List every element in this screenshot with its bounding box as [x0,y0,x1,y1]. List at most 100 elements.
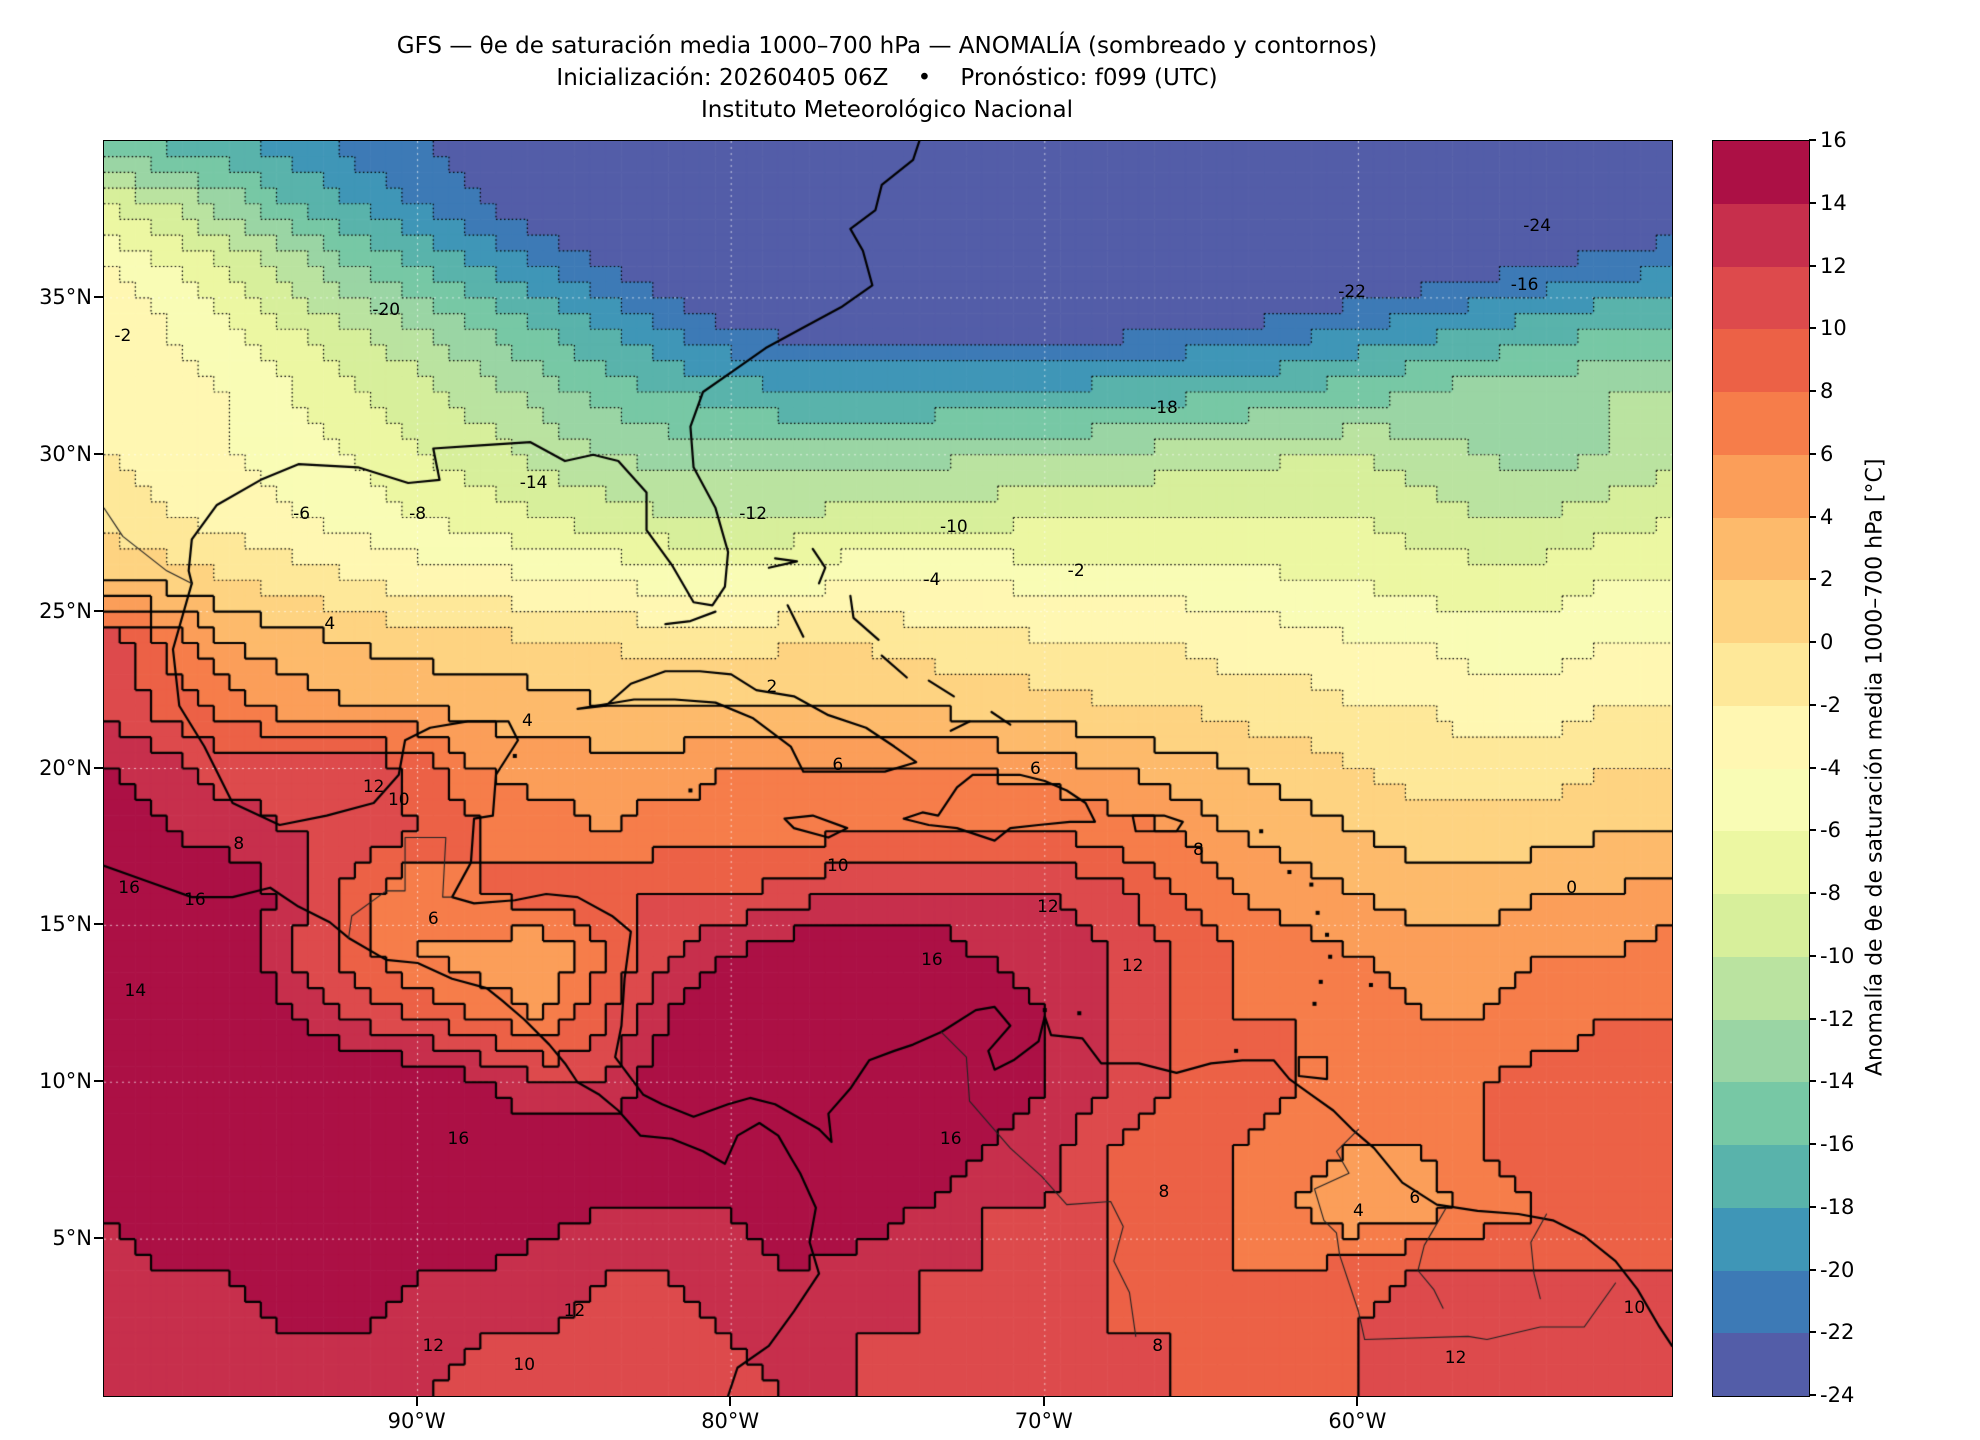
colorbar-tick-label: -8 [1820,881,1841,905]
colorbar-tick-mark [1809,1017,1816,1020]
colorbar-segment [1713,1082,1809,1145]
contour-label: -6 [293,504,311,525]
colorbar-segment [1713,768,1809,832]
colorbar-tick-mark [1809,1205,1816,1208]
contour-label: -20 [372,300,401,321]
chart-title: GFS — θe de saturación media 1000–700 hP… [396,33,1378,59]
chart-subtitle: Inicialización: 20260405 06Z • Pronóstic… [556,65,1218,91]
colorbar-segment [1713,454,1809,518]
contour-label: 6 [1029,758,1041,779]
lat-tick-label: 35°N [39,284,92,309]
contour-label: 8 [233,833,245,854]
colorbar-tick-mark [1809,578,1816,581]
colorbar-tick-mark [1809,892,1816,894]
colorbar-tick-mark [1809,201,1816,204]
lat-tick-label: 5°N [52,1226,92,1251]
map-plot-area: -24 -22 -20 -16 -18 -14 -12 -10 -8 -6 -4 -2 -2 0 2 4 4 6 6… [103,140,1673,1397]
colorbar-segment [1713,517,1809,581]
colorbar-tick-label: -10 [1820,943,1855,968]
contour-label: 6 [1409,1188,1421,1209]
colorbar-segment [1713,705,1809,769]
colorbar-tick-mark [1809,515,1816,518]
lat-tick-label: 20°N [39,755,92,780]
colorbar-tick-label: -16 [1820,1132,1855,1156]
lat-tick-mark [94,295,103,298]
colorbar-segment [1713,1145,1809,1208]
contour-label: 12 [1121,956,1144,977]
lat-tick-label: 10°N [39,1069,92,1094]
contour-label: 8 [1158,1182,1170,1203]
colorbar-tick-label: -12 [1820,1006,1855,1031]
colorbar-segment [1713,831,1809,894]
title-block: GFS — θe de saturación media 1000–700 hP… [103,30,1671,126]
contour-label: -24 [1523,215,1552,236]
colorbar-tick-label: 2 [1820,567,1834,592]
lat-tick-mark [94,1237,103,1240]
contour-label: -8 [409,504,427,525]
colorbar-tick-label: 4 [1820,504,1834,529]
colorbar-tick-mark [1809,641,1816,643]
contour-label: 16 [447,1128,470,1149]
contour-label: 14 [124,981,147,1002]
colorbar-tick-label: 0 [1820,630,1834,654]
lat-tick-mark [94,609,103,612]
colorbar-tick-label: -4 [1820,755,1841,780]
colorbar-segment [1713,329,1809,392]
lat-tick-mark [94,452,103,455]
contour-label: 10 [387,789,410,810]
contour-label: 8 [1193,840,1204,861]
contour-label: 16 [921,949,943,970]
colorbar-tick-mark [1809,1331,1816,1334]
anomaly-map-canvas [104,141,1672,1396]
contour-label: 12 [1037,896,1059,917]
colorbar-segment [1713,266,1809,330]
colorbar-tick-label: -24 [1820,1383,1855,1407]
colorbar-tick-mark [1809,829,1816,832]
colorbar-tick-label: -2 [1820,692,1841,717]
colorbar [1712,140,1810,1397]
contour-label: 16 [184,890,206,911]
colorbar-tick-mark [1809,390,1816,392]
contour-label: -14 [519,472,548,493]
lon-tick-label: 60°W [1328,1409,1387,1433]
colorbar-tick-mark [1809,766,1816,769]
colorbar-tick-label: 10 [1820,316,1847,341]
colorbar-tick-mark [1809,1080,1816,1083]
colorbar-tick-mark [1809,1268,1816,1271]
contour-label: 10 [826,855,849,876]
contour-label: 2 [766,676,778,697]
contour-label: 12 [362,777,385,798]
contour-label: 6 [832,755,844,776]
colorbar-segment [1713,1019,1809,1083]
lat-tick-mark [94,1080,103,1083]
lon-tick-label: 70°W [1014,1409,1073,1433]
colorbar-tick-label: -20 [1820,1257,1855,1282]
colorbar-tick-label: -6 [1820,818,1841,843]
colorbar-tick-mark [1809,452,1816,455]
colorbar-tick-mark [1809,264,1816,267]
lon-tick-mark [1042,1397,1045,1406]
contour-label: 10 [513,1354,536,1375]
contour-label: 10 [1623,1298,1646,1319]
colorbar-segment [1713,203,1809,267]
lon-tick-mark [729,1397,732,1406]
lon-tick-mark [415,1397,418,1406]
contour-label: 12 [563,1301,586,1322]
colorbar-segment [1713,894,1809,957]
lat-tick-label: 15°N [39,912,92,937]
lon-tick-label: 90°W [387,1409,446,1433]
contour-label: 4 [521,711,533,732]
colorbar-segment [1713,956,1809,1020]
colorbar-tick-mark [1809,327,1816,330]
colorbar-tick-label: 12 [1820,253,1847,278]
colorbar-tick-label: 6 [1820,441,1834,466]
chart-institution: Instituto Meteorológico Nacional [701,97,1073,123]
colorbar-tick-mark [1809,1143,1816,1145]
lat-tick-mark [94,923,103,926]
contour-label: 0 [1566,877,1578,898]
contour-label: -16 [1510,275,1539,296]
colorbar-tick-label: 16 [1820,128,1847,152]
colorbar-tick-mark [1809,139,1816,141]
colorbar-tick-label: 14 [1820,190,1847,215]
